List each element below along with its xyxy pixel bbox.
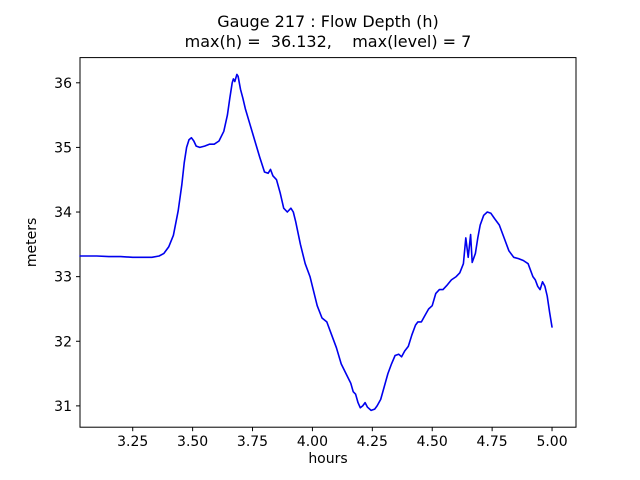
y-tick-label: 36 — [54, 76, 72, 92]
y-tick-label: 32 — [54, 334, 72, 350]
chart-title: Gauge 217 : Flow Depth (h) — [217, 12, 439, 31]
x-axis-label: hours — [308, 451, 347, 467]
x-tick-label: 4.25 — [357, 434, 388, 450]
y-tick-label: 33 — [54, 270, 72, 286]
flow-depth-line — [79, 73, 553, 412]
x-tick-label: 3.75 — [237, 434, 268, 450]
plot-border — [79, 57, 577, 428]
chart-subtitle: max(h) = 36.132, max(level) = 7 — [184, 32, 472, 51]
x-tick-label: 3.50 — [177, 434, 208, 450]
x-tick-label: 4.00 — [297, 434, 328, 450]
y-tick-label: 31 — [54, 399, 72, 415]
x-tick-label: 3.25 — [117, 434, 148, 450]
y-tick-label: 34 — [54, 205, 72, 221]
x-tick-label: 4.75 — [477, 434, 508, 450]
chart-title-block: Gauge 217 : Flow Depth (h) max(h) = 36.1… — [80, 12, 576, 52]
y-axis-label: meters — [24, 218, 40, 267]
x-tick-label: 5.00 — [536, 434, 567, 450]
y-tick-label: 35 — [54, 140, 72, 156]
x-tick-label: 4.50 — [417, 434, 448, 450]
